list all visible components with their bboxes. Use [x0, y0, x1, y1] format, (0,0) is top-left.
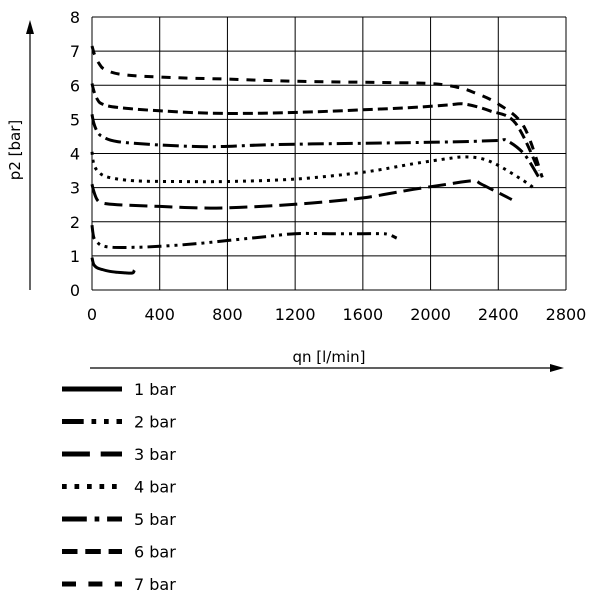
y-tick-label: 6	[70, 76, 80, 95]
legend-item: 2 bar	[62, 413, 176, 432]
series-line-7	[90, 45, 544, 178]
y-tick-labels: 0 1 2 3 4 5 6 7 8	[70, 8, 80, 300]
y-axis-arrow-head	[26, 20, 34, 34]
x-tick-label: 400	[144, 305, 175, 324]
y-tick-label: 1	[70, 247, 80, 266]
x-tick-label: 0	[87, 305, 97, 324]
legend-label: 3 bar	[134, 445, 176, 464]
legend-label: 1 bar	[134, 380, 176, 399]
legend-label: 5 bar	[134, 510, 176, 529]
x-axis-title: qn [l/min]	[292, 348, 365, 366]
x-tick-label: 2800	[546, 305, 587, 324]
legend-item: 1 bar	[62, 380, 176, 399]
y-tick-label: 3	[70, 179, 80, 198]
x-tick-labels: 0 400 800 1200 1600 2000 2400 2800	[87, 305, 586, 324]
series-lines	[90, 45, 544, 275]
legend-item: 3 bar	[62, 445, 176, 464]
y-tick-label: 0	[70, 281, 80, 300]
series-line-3	[90, 179, 513, 210]
x-axis-arrow-head	[550, 364, 564, 372]
x-tick-label: 1200	[275, 305, 316, 324]
x-tick-label: 2400	[478, 305, 519, 324]
legend-label: 4 bar	[134, 478, 176, 497]
y-tick-label: 7	[70, 42, 80, 61]
legend-label: 6 bar	[134, 543, 176, 562]
series-line-1	[90, 257, 136, 275]
y-tick-label: 2	[70, 213, 80, 232]
plot-grid	[91, 16, 567, 291]
legend-item: 5 bar	[62, 510, 176, 529]
y-tick-label: 8	[70, 8, 80, 27]
legend-item: 7 bar	[62, 575, 176, 594]
legend-item: 4 bar	[62, 478, 176, 497]
series-line-6	[90, 83, 541, 172]
legend: 1 bar 2 bar 3 bar 4 bar 5 bar 6 bar 7 bar	[62, 380, 176, 594]
y-tick-label: 4	[70, 145, 80, 164]
series-line-2	[90, 224, 398, 249]
y-tick-label: 5	[70, 110, 80, 129]
legend-item: 6 bar	[62, 543, 176, 562]
x-tick-label: 1600	[342, 305, 383, 324]
legend-label: 7 bar	[134, 575, 176, 594]
series-line-5	[90, 113, 541, 179]
y-axis-title: p2 [bar]	[6, 120, 24, 180]
x-tick-label: 800	[212, 305, 243, 324]
legend-label: 2 bar	[134, 413, 176, 432]
x-tick-label: 2000	[410, 305, 451, 324]
series-line-4	[90, 151, 537, 191]
